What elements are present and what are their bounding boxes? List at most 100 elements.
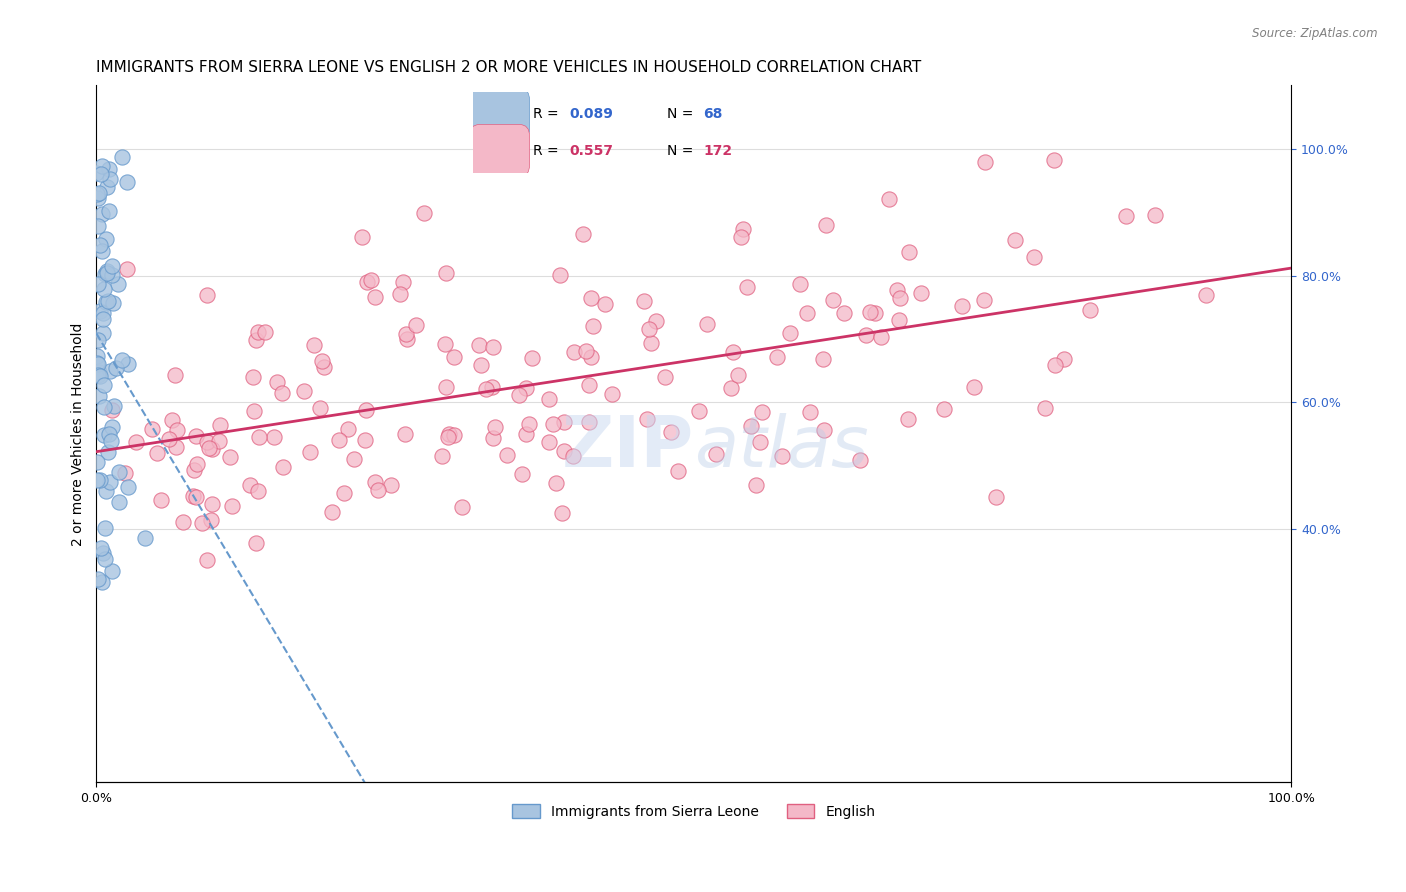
Point xyxy=(108,465,131,479)
Point xyxy=(271,460,294,475)
Point xyxy=(292,384,315,398)
Point xyxy=(468,338,491,352)
Point xyxy=(163,368,186,382)
Point xyxy=(190,516,212,530)
Point xyxy=(90,167,112,181)
Point xyxy=(508,387,530,401)
Point xyxy=(312,359,335,374)
Point xyxy=(87,368,110,382)
Point xyxy=(704,447,727,461)
Point xyxy=(897,412,920,426)
Point xyxy=(541,417,564,431)
Point xyxy=(391,275,413,289)
Point xyxy=(727,368,749,383)
Point xyxy=(117,357,139,371)
Point xyxy=(796,306,818,320)
Point xyxy=(101,268,124,282)
Point xyxy=(859,304,882,318)
Point xyxy=(245,536,267,550)
Point xyxy=(311,353,333,368)
Point xyxy=(593,297,616,311)
Point xyxy=(745,478,768,492)
Point xyxy=(107,495,129,509)
Point xyxy=(195,288,218,302)
Point xyxy=(245,333,267,347)
Point xyxy=(1004,233,1026,247)
Point xyxy=(308,401,330,416)
Y-axis label: 2 or more Vehicles in Household: 2 or more Vehicles in Household xyxy=(72,322,86,546)
Point xyxy=(638,322,661,336)
Point xyxy=(984,490,1007,504)
Point xyxy=(160,413,183,427)
Point xyxy=(105,361,128,376)
Point xyxy=(97,162,120,177)
Point xyxy=(1022,250,1045,264)
Text: ZIP: ZIP xyxy=(561,413,693,483)
Point xyxy=(575,343,598,358)
Point xyxy=(111,150,134,164)
Point xyxy=(395,332,418,346)
Point xyxy=(910,285,932,300)
Point xyxy=(389,286,412,301)
Point xyxy=(93,401,115,415)
Point xyxy=(380,478,402,492)
Point xyxy=(666,464,689,478)
Point xyxy=(172,515,194,529)
Point xyxy=(364,290,387,304)
Point xyxy=(254,325,277,339)
Point xyxy=(1045,359,1067,373)
Point xyxy=(749,435,772,450)
Point xyxy=(100,260,122,274)
Point xyxy=(302,338,325,352)
Point xyxy=(889,291,911,305)
Point xyxy=(484,419,506,434)
Point xyxy=(96,180,118,194)
Point xyxy=(394,427,416,442)
Point xyxy=(412,205,434,219)
Point xyxy=(146,446,169,460)
Point xyxy=(548,268,571,282)
Point xyxy=(770,449,793,463)
Point xyxy=(520,351,543,365)
Point xyxy=(481,380,503,394)
Point xyxy=(90,206,112,220)
Point xyxy=(578,378,600,392)
Point xyxy=(89,303,111,318)
Point xyxy=(93,378,115,392)
Point xyxy=(898,245,921,260)
Point xyxy=(688,404,710,418)
Point xyxy=(195,553,218,567)
Point xyxy=(86,349,108,363)
Text: atlas: atlas xyxy=(693,413,869,483)
Point xyxy=(110,353,132,368)
Point xyxy=(89,369,111,384)
Point xyxy=(134,531,156,545)
Point xyxy=(299,444,322,458)
Point xyxy=(93,428,115,442)
Point xyxy=(1115,210,1137,224)
Point xyxy=(103,399,125,413)
Point xyxy=(1195,287,1218,301)
Point xyxy=(94,552,117,566)
Point xyxy=(562,345,585,359)
Point xyxy=(696,317,718,331)
Point xyxy=(579,350,602,364)
Point xyxy=(184,490,207,504)
Point xyxy=(117,175,139,189)
Point xyxy=(720,381,742,395)
Point xyxy=(93,546,115,560)
Point xyxy=(96,483,118,498)
Point xyxy=(90,541,112,556)
Point xyxy=(91,326,114,341)
Point xyxy=(125,435,148,450)
Point xyxy=(952,299,974,313)
Point xyxy=(1053,351,1076,366)
Point xyxy=(87,219,110,233)
Point xyxy=(813,351,835,366)
Point xyxy=(86,166,108,180)
Point xyxy=(855,327,877,342)
Point xyxy=(437,426,460,441)
Point xyxy=(100,434,122,449)
Point xyxy=(96,266,118,280)
Point xyxy=(263,430,285,444)
